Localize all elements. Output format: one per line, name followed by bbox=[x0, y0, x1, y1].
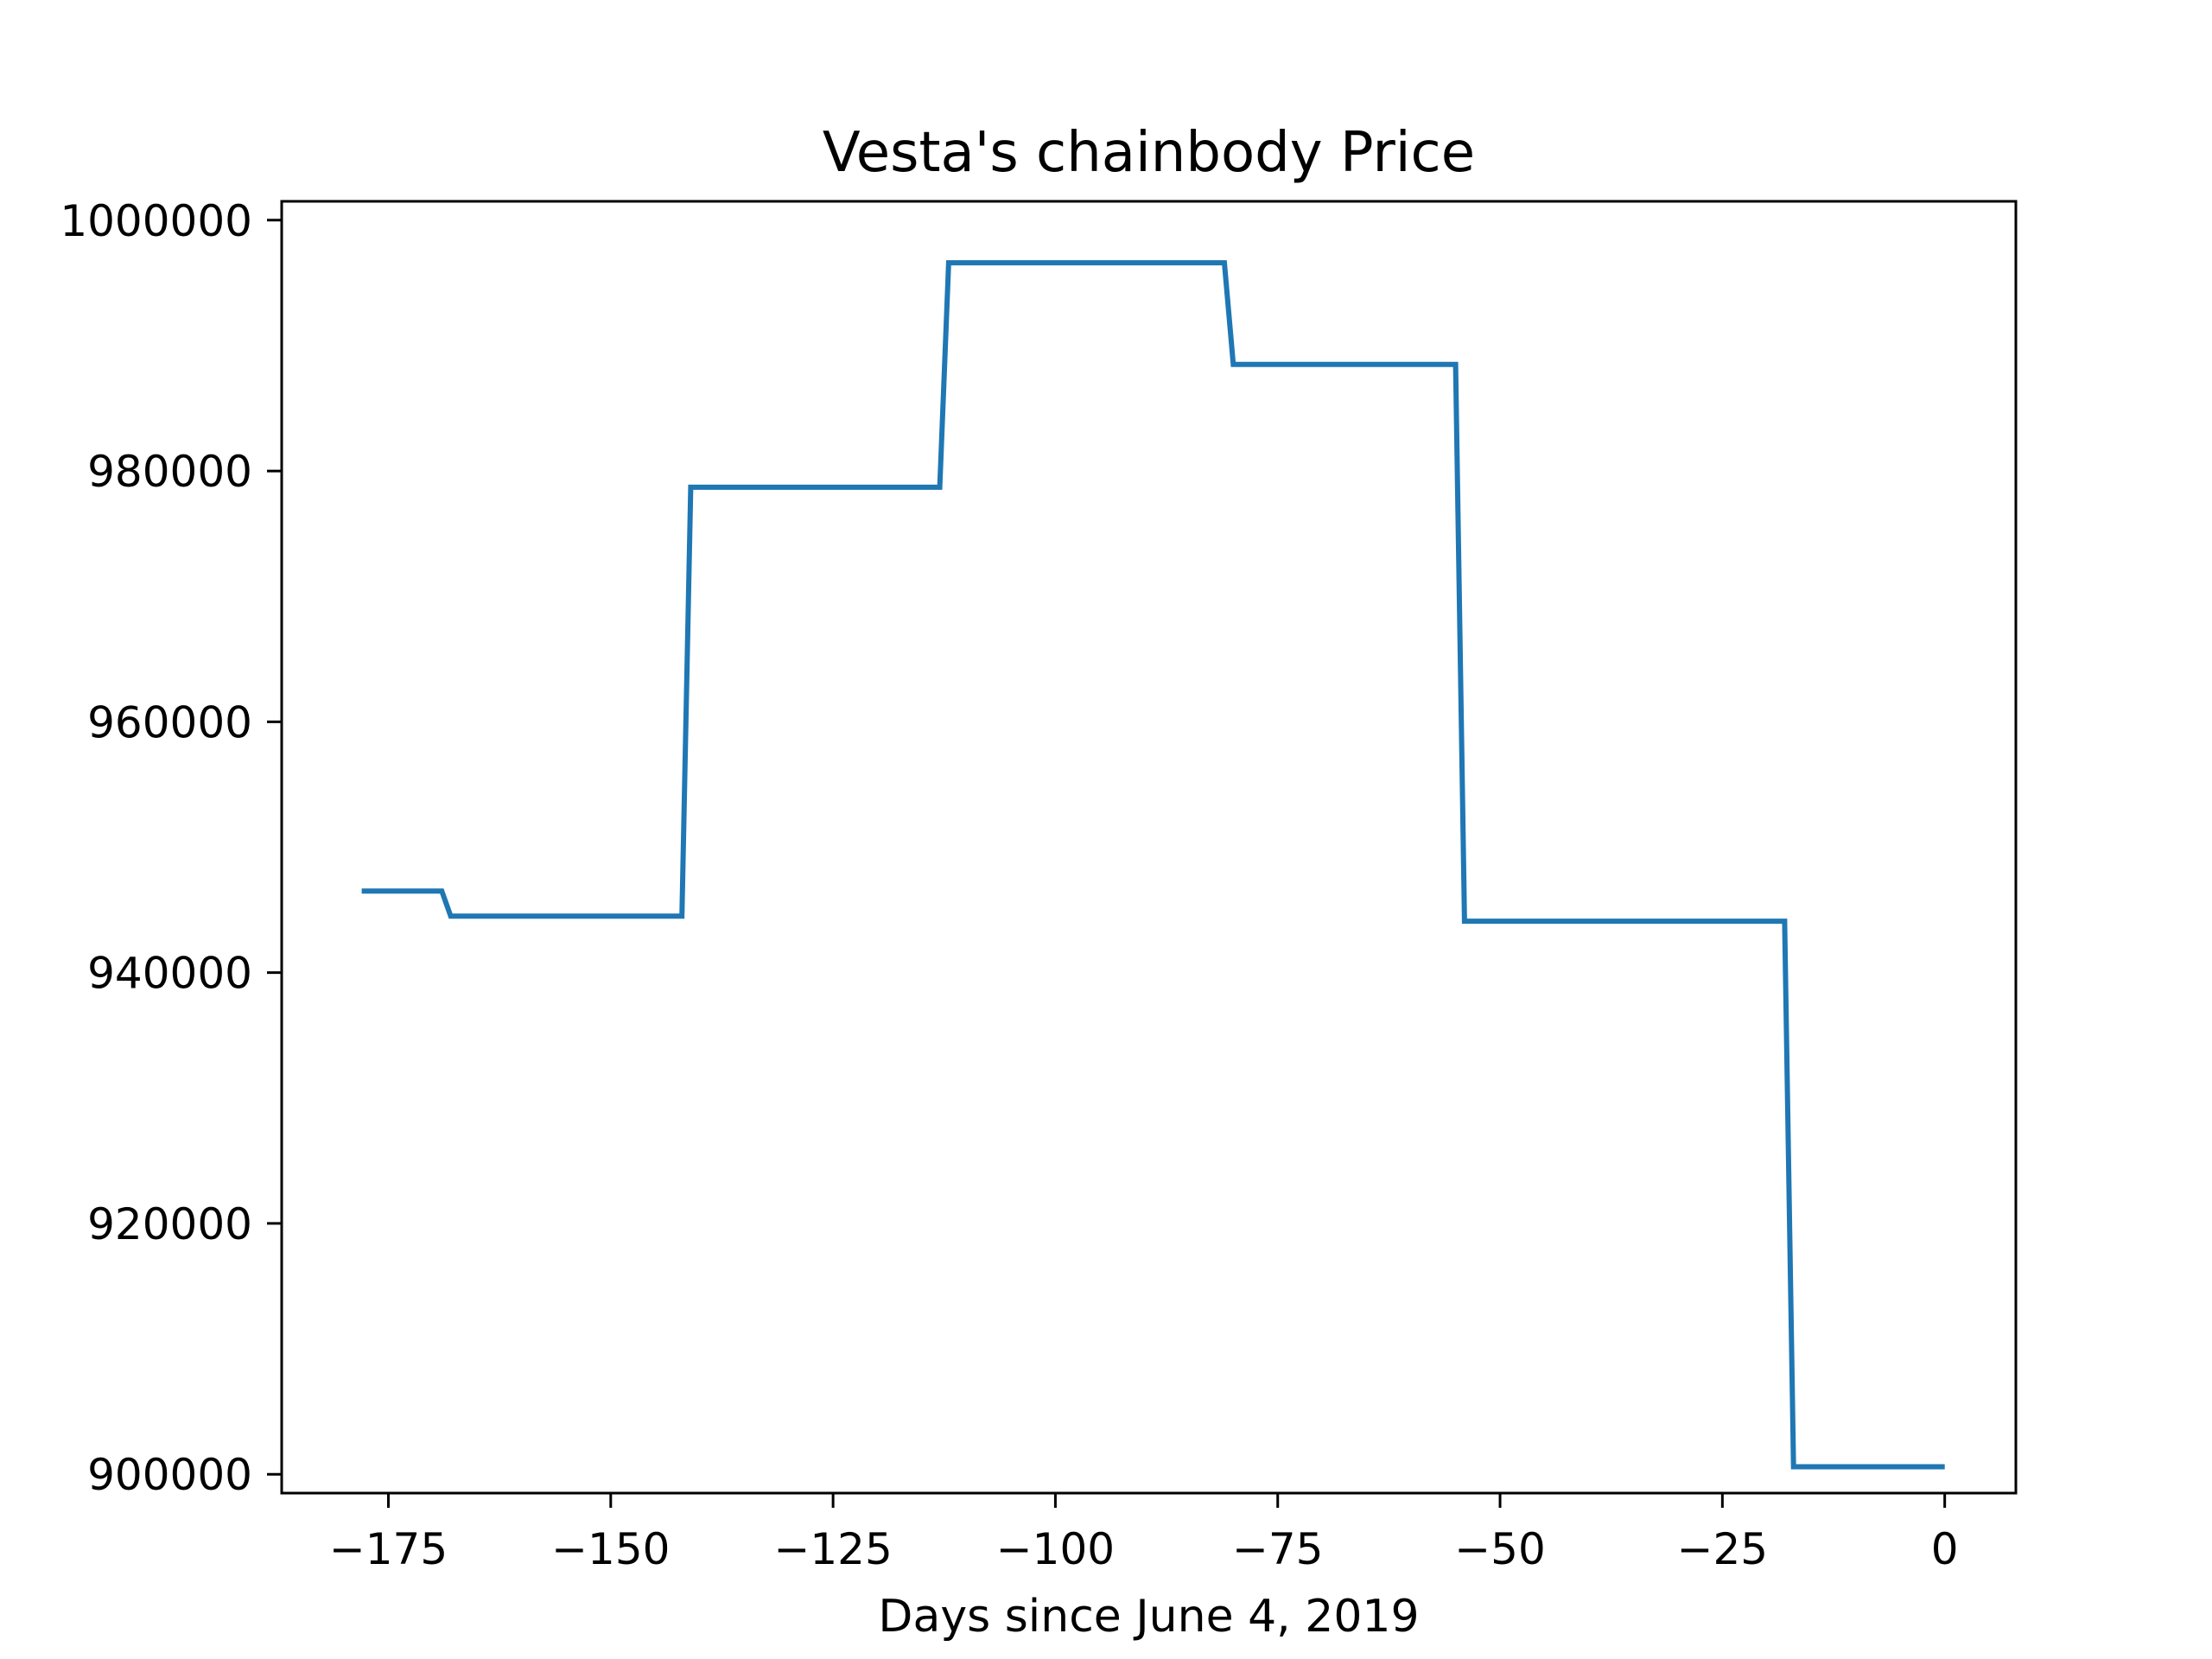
price-series-line bbox=[361, 260, 1945, 1470]
y-tick-label: 1000000 bbox=[60, 196, 252, 246]
series-layer bbox=[361, 260, 1945, 1470]
y-tick-label: 940000 bbox=[87, 949, 252, 999]
x-tick-label: −50 bbox=[1454, 1524, 1546, 1574]
y-tick-label: 900000 bbox=[87, 1450, 252, 1500]
plot-background bbox=[282, 201, 2016, 1493]
plot-area bbox=[282, 201, 2016, 1493]
chart-title: Vesta's chainbody Price bbox=[823, 121, 1475, 185]
y-axis: 900000 920000 940000 960000 980000 1000000 bbox=[60, 196, 282, 1500]
x-tick-label: −75 bbox=[1232, 1524, 1324, 1574]
x-tick-label: −125 bbox=[773, 1524, 892, 1574]
x-tick-label: −25 bbox=[1677, 1524, 1769, 1574]
x-tick-label: −100 bbox=[996, 1524, 1115, 1574]
y-tick-label: 920000 bbox=[87, 1199, 252, 1249]
x-tick-label: 0 bbox=[1931, 1524, 1959, 1574]
plot-frame bbox=[280, 200, 2018, 1495]
x-axis-label: Days since June 4, 2019 bbox=[878, 1591, 1419, 1643]
x-axis: −175 −150 −125 −100 −75 −50 −25 0 bbox=[329, 1493, 1959, 1574]
x-tick-label: −150 bbox=[551, 1524, 670, 1574]
y-tick-label: 980000 bbox=[87, 447, 252, 497]
x-tick-label: −175 bbox=[329, 1524, 448, 1574]
y-tick-label: 960000 bbox=[87, 697, 252, 747]
